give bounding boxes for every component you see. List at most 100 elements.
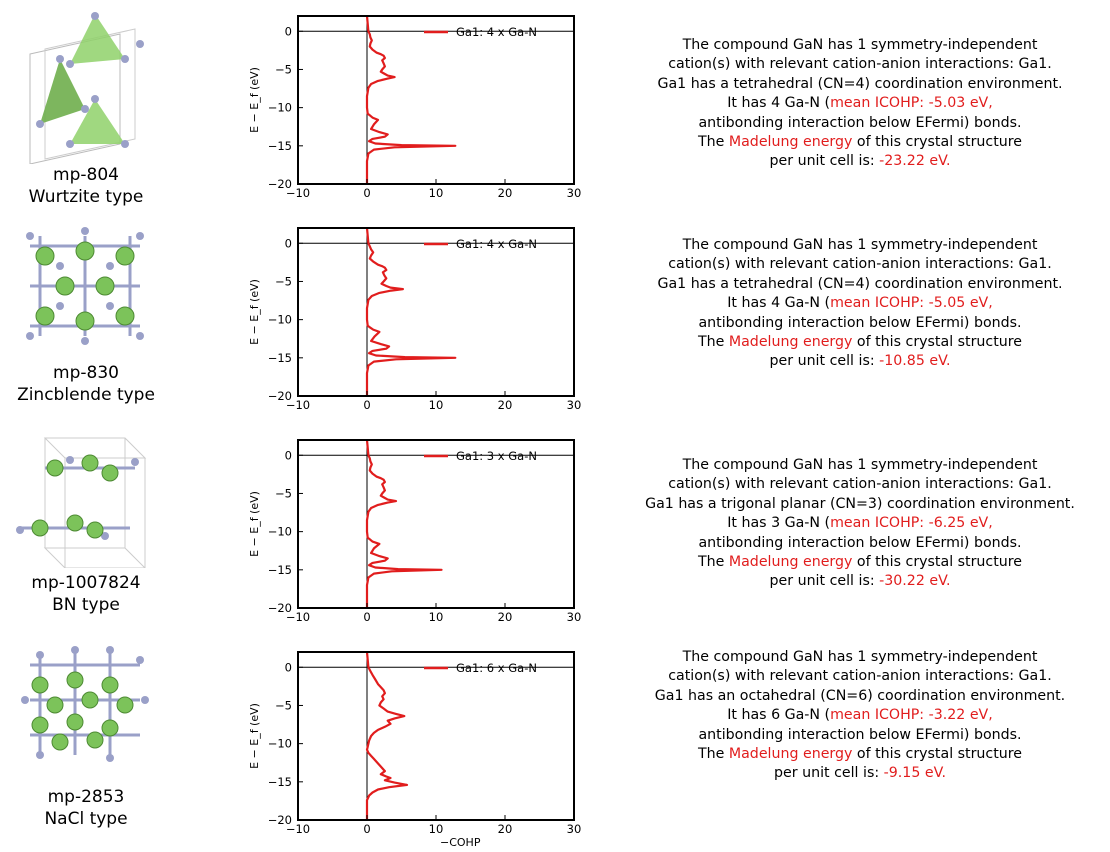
- legend-label: Ga1: 6 x Ga-N: [456, 661, 537, 675]
- cohp-series-line: [365, 227, 457, 396]
- desc-line: antibonding interaction below EFermi) bo…: [698, 726, 1022, 743]
- desc-line: The compound GaN has 1 symmetry-independ…: [682, 649, 1038, 665]
- desc-line: per unit cell is: -30.22 eV.: [769, 573, 951, 590]
- desc-line: Ga1 has a trigonal planar (CN=3) coordin…: [645, 495, 1075, 512]
- icohp-value: mean ICOHP: -3.22 eV,: [830, 707, 993, 724]
- description: The compound GaN has 1 symmetry-independ…: [610, 236, 1110, 372]
- description: The compound GaN has 1 symmetry-independ…: [610, 648, 1110, 784]
- wurtzite-structure-icon: [29, 12, 144, 164]
- desc-line: cation(s) with relevant cation-anion int…: [668, 476, 1052, 493]
- row-1: mp-830 Zincblende type Ga1: 4 x Ga-N −10 0…: [0, 212, 1110, 424]
- y-axis-label: E − E_f (eV): [248, 67, 261, 133]
- desc-line: antibonding interaction below EFermi) bo…: [698, 114, 1022, 131]
- desc-line: Ga1 has an octahedral (CN=6) coordinatio…: [654, 687, 1066, 704]
- legend-label: Ga1: 4 x Ga-N: [456, 25, 537, 39]
- bn-structure-icon: [16, 437, 147, 568]
- structure-type: Wurtzite type: [28, 187, 144, 207]
- x-tick-label: 10: [429, 610, 444, 624]
- icohp-value: mean ICOHP: -5.03 eV,: [830, 95, 993, 112]
- cohp-series-line: [365, 651, 409, 820]
- y-tick-label: −5: [275, 62, 292, 76]
- plot-frame: [297, 15, 575, 185]
- structure-image: mp-1007824 BN type: [0, 424, 170, 636]
- desc-line: antibonding interaction below EFermi) bo…: [698, 314, 1022, 331]
- x-tick-label: −10: [286, 822, 310, 836]
- legend-label: Ga1: 4 x Ga-N: [456, 237, 537, 251]
- cohp-series-line: [365, 15, 457, 184]
- y-tick-label: −20: [268, 813, 292, 827]
- desc-line: The Madelung energy of this crystal stru…: [697, 746, 1023, 763]
- y-tick-label: −5: [275, 486, 292, 500]
- y-tick-label: −20: [268, 389, 292, 403]
- structure-id: mp-830: [53, 363, 119, 383]
- y-tick-label: −20: [268, 601, 292, 615]
- y-tick-label: −15: [268, 563, 292, 577]
- y-tick-label: −15: [268, 139, 292, 153]
- description: The compound GaN has 1 symmetry-independ…: [610, 36, 1110, 172]
- x-tick-label: 30: [567, 610, 582, 624]
- x-tick-label: 30: [567, 186, 582, 200]
- desc-line: per unit cell is: -23.22 eV.: [769, 153, 951, 170]
- desc-line: It has 3 Ga-N (mean ICOHP: -6.25 eV,: [727, 515, 993, 532]
- structure-image: mp-2853 NaCl type: [0, 636, 170, 848]
- structure-id: mp-2853: [47, 787, 125, 807]
- madelung-label: Madelung energy: [728, 746, 853, 763]
- nacl-structure-icon: [21, 646, 149, 762]
- cohp-series-line: [365, 439, 443, 608]
- icohp-value: mean ICOHP: -6.25 eV,: [830, 515, 993, 532]
- cohp-plot: Ga1: 6 x Ga-N −10 0 10 20 30 0 −5 −10 −15 −20 E − E…: [248, 651, 582, 836]
- y-tick-label: −10: [268, 313, 292, 327]
- desc-line: cation(s) with relevant cation-anion int…: [668, 256, 1052, 273]
- desc-line: The compound GaN has 1 symmetry-independ…: [682, 237, 1038, 253]
- madelung-value: -9.15 eV.: [883, 765, 946, 782]
- plot-frame: [297, 439, 575, 609]
- cohp-plot: Ga1: 4 x Ga-N −10 0 10 20 30 0 −5 −10 −15 −20 E − E…: [248, 15, 582, 200]
- y-tick-label: −10: [268, 737, 292, 751]
- y-tick-label: −10: [268, 525, 292, 539]
- madelung-value: -10.85 eV.: [879, 353, 951, 370]
- madelung-value: -30.22 eV.: [879, 573, 951, 590]
- y-axis-label: E − E_f (eV): [248, 279, 261, 345]
- cohp-plot: Ga1: 3 x Ga-N −10 0 10 20 30 0 −5 −10 −15 −20 E − E…: [248, 439, 582, 624]
- desc-line: antibonding interaction below EFermi) bo…: [698, 534, 1022, 551]
- row-2: mp-1007824 BN type Ga1: 3 x Ga-N −10 0 10 20…: [0, 424, 1110, 636]
- desc-line: Ga1 has a tetrahedral (CN=4) coordinatio…: [657, 275, 1063, 292]
- madelung-label: Madelung energy: [728, 554, 853, 571]
- x-tick-label: 30: [567, 398, 582, 412]
- x-tick-label: 0: [363, 610, 370, 624]
- row-3: mp-2853 NaCl type Ga1: 6 x Ga-N −10 0 10 20 3…: [0, 636, 1110, 848]
- madelung-value: -23.22 eV.: [879, 153, 951, 170]
- legend-label: Ga1: 3 x Ga-N: [456, 449, 537, 463]
- plot-frame: [297, 651, 575, 821]
- icohp-value: mean ICOHP: -5.05 eV,: [830, 295, 993, 312]
- plot-frame: [297, 227, 575, 397]
- desc-line: The compound GaN has 1 symmetry-independ…: [682, 457, 1038, 473]
- x-tick-label: 20: [498, 822, 513, 836]
- x-tick-label: 30: [567, 822, 582, 836]
- zincblende-structure-icon: [26, 227, 144, 345]
- desc-line: cation(s) with relevant cation-anion int…: [668, 668, 1052, 685]
- desc-line: The Madelung energy of this crystal stru…: [697, 554, 1023, 571]
- madelung-label: Madelung energy: [728, 134, 853, 151]
- desc-line: Ga1 has a tetrahedral (CN=4) coordinatio…: [657, 75, 1063, 92]
- x-tick-label: 0: [363, 822, 370, 836]
- desc-line: per unit cell is: -10.85 eV.: [769, 353, 951, 370]
- x-tick-label: 10: [429, 186, 444, 200]
- y-axis-label: E − E_f (eV): [248, 703, 261, 769]
- desc-line: cation(s) with relevant cation-anion int…: [668, 56, 1052, 73]
- y-tick-label: 0: [285, 660, 292, 674]
- desc-line: The Madelung energy of this crystal stru…: [697, 334, 1023, 351]
- structure-type: NaCl type: [44, 809, 128, 829]
- structure-image: mp-804 Wurtzite type: [0, 0, 170, 212]
- x-tick-label: 20: [498, 610, 513, 624]
- y-tick-label: −5: [275, 698, 292, 712]
- y-tick-label: −20: [268, 177, 292, 191]
- y-tick-label: 0: [285, 448, 292, 462]
- y-tick-label: −15: [268, 351, 292, 365]
- x-tick-label: 10: [429, 398, 444, 412]
- y-axis-label: E − E_f (eV): [248, 491, 261, 557]
- y-tick-label: 0: [285, 24, 292, 38]
- madelung-label: Madelung energy: [728, 334, 853, 351]
- y-tick-label: −15: [268, 775, 292, 789]
- y-tick-label: −10: [268, 101, 292, 115]
